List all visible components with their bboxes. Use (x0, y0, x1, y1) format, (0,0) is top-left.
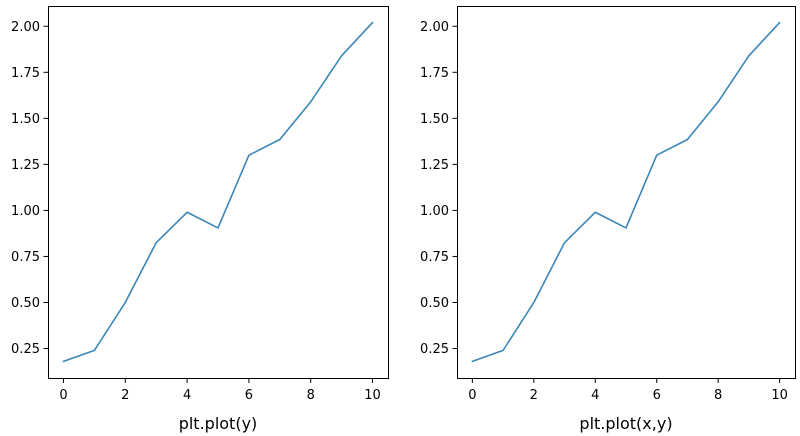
y-tick-label: 0.25 (11, 342, 40, 357)
x-tick-label: 4 (183, 388, 191, 403)
chart-plot-y: 0 2 4 6 8 10 0.25 0.50 0.75 1.00 1.25 1.50 1.75 2.00 p… (11, 6, 389, 433)
y-tick-label: 1.00 (11, 204, 40, 219)
x-tick-label: 8 (307, 388, 315, 403)
y-tick-label: 1.50 (11, 112, 40, 127)
y-tick-label: 0.50 (420, 296, 449, 311)
y-tick-label: 2.00 (420, 20, 449, 35)
series-line (62, 21, 374, 363)
y-tick-label: 1.75 (11, 66, 40, 81)
x-tick-label: 4 (591, 388, 599, 403)
y-tick-label: 0.50 (11, 296, 40, 311)
axes-frame (457, 6, 796, 379)
y-tick-label: 0.25 (420, 342, 449, 357)
x-axis-title: plt.plot(y) (179, 414, 258, 433)
x-tick-label: 2 (530, 388, 538, 403)
y-tick-label: 1.75 (420, 66, 449, 81)
y-tick-label: 2.00 (11, 20, 40, 35)
y-tick-label: 1.50 (420, 112, 449, 127)
y-tick-label: 1.25 (420, 158, 449, 173)
x-tick-label: 0 (59, 388, 67, 403)
x-tick-label: 6 (245, 388, 253, 403)
x-axis-title: plt.plot(x,y) (579, 414, 672, 433)
x-tick-label: 10 (364, 388, 381, 403)
x-tick-label: 8 (714, 388, 722, 403)
series-line (471, 21, 781, 363)
x-tick-label: 6 (653, 388, 661, 403)
y-tick-label: 0.75 (420, 250, 449, 265)
x-tick-label: 0 (468, 388, 476, 403)
chart-plot-x-y: 0 2 4 6 8 10 0.25 0.50 0.75 1.00 1.25 1.50 1.75 2.00 p… (420, 6, 796, 433)
axes-frame (48, 6, 389, 379)
x-tick-label: 2 (121, 388, 129, 403)
y-tick-label: 1.25 (11, 158, 40, 173)
y-tick-label: 1.00 (420, 204, 449, 219)
y-tick-label: 0.75 (11, 250, 40, 265)
x-tick-label: 10 (771, 388, 788, 403)
